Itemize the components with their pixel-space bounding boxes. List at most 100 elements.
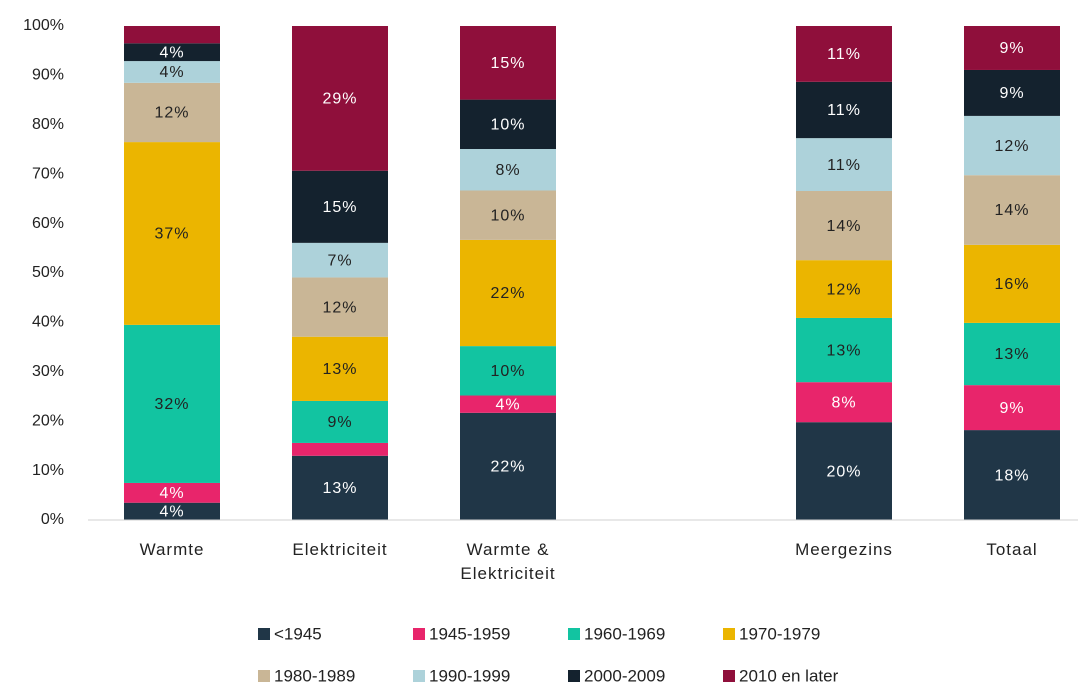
data-label: 13%	[322, 361, 357, 378]
bar-segment	[796, 422, 892, 520]
bar-segment	[124, 61, 220, 83]
legend-swatch	[723, 670, 735, 682]
legend-swatch	[723, 628, 735, 640]
data-label: 10%	[490, 117, 525, 134]
bar-segment	[124, 142, 220, 325]
bar-segment	[460, 99, 556, 150]
y-tick-label: 100%	[23, 17, 64, 34]
data-label: 14%	[994, 202, 1029, 219]
bar-segment	[796, 260, 892, 318]
legend-label: 1960-1969	[584, 624, 665, 643]
data-label: 10%	[490, 207, 525, 224]
bar-segment	[964, 322, 1060, 386]
bar-segment	[796, 138, 892, 191]
data-label: 22%	[490, 459, 525, 476]
data-label: 15%	[322, 199, 357, 216]
data-label: 8%	[495, 162, 520, 179]
data-label: 9%	[999, 85, 1024, 102]
x-tick-label: Warmte & Elektriciteit	[460, 540, 556, 583]
legend-label: 1945-1959	[429, 624, 510, 643]
legend-label: <1945	[274, 624, 322, 643]
bar-segment	[124, 26, 220, 44]
data-label: 4%	[495, 396, 520, 413]
x-tick-label: Totaal	[986, 540, 1038, 559]
bar-segment	[796, 317, 892, 383]
legend-swatch	[413, 628, 425, 640]
bar-segment	[796, 382, 892, 423]
legend-swatch	[568, 628, 580, 640]
bar-segment	[124, 82, 220, 143]
bar-segment	[292, 26, 388, 171]
y-tick-label: 0%	[41, 511, 64, 528]
legend-swatch	[413, 670, 425, 682]
data-label: 20%	[826, 463, 861, 480]
bar-segment	[292, 242, 388, 278]
bar-segment	[292, 170, 388, 243]
bar-segment	[460, 346, 556, 396]
bar-segment	[796, 26, 892, 82]
data-label: 12%	[826, 281, 861, 298]
y-tick-label: 40%	[32, 314, 64, 331]
data-label: 8%	[831, 394, 856, 411]
bar-segment	[124, 502, 220, 520]
data-label: 12%	[994, 138, 1029, 155]
bar-segment	[460, 190, 556, 240]
y-tick-label: 10%	[32, 462, 64, 479]
data-label: 32%	[154, 396, 189, 413]
data-label: 4%	[159, 44, 184, 61]
data-label: 11%	[827, 102, 861, 119]
data-label: 29%	[322, 91, 357, 108]
data-label: 13%	[322, 480, 357, 497]
y-tick-label: 60%	[32, 215, 64, 232]
bar-segment	[964, 26, 1060, 70]
bar-segment	[124, 482, 220, 503]
legend-label: 2000-2009	[584, 666, 665, 685]
data-label: 11%	[827, 157, 861, 174]
data-label: 22%	[490, 285, 525, 302]
bar-segment	[292, 277, 388, 337]
data-label: 16%	[994, 276, 1029, 293]
y-tick-label: 30%	[32, 363, 64, 380]
data-label: 4%	[159, 64, 184, 81]
data-label: 10%	[490, 363, 525, 380]
data-label: 14%	[826, 218, 861, 235]
legend-label: 1980-1989	[274, 666, 355, 685]
bar-segment	[796, 190, 892, 261]
bar-segment	[292, 442, 388, 456]
bar-segment	[460, 412, 556, 520]
y-tick-label: 90%	[32, 67, 64, 84]
legend-label: 1970-1979	[739, 624, 820, 643]
x-tick-label: Warmte	[139, 540, 205, 559]
x-tick-label: Elektriciteit	[292, 540, 388, 559]
legend-swatch	[258, 628, 270, 640]
bar-segment	[964, 175, 1060, 245]
bar-segment	[964, 115, 1060, 176]
bar-segment	[292, 400, 388, 443]
y-tick-label: 70%	[32, 165, 64, 182]
data-label: 4%	[159, 485, 184, 502]
legend-swatch	[258, 670, 270, 682]
bar-segment	[460, 149, 556, 191]
data-label: 7%	[327, 252, 352, 269]
data-label: 11%	[827, 46, 861, 63]
bar-segment	[460, 239, 556, 347]
data-label: 12%	[322, 299, 357, 316]
bar-segment	[124, 43, 220, 62]
legend-swatch	[568, 670, 580, 682]
x-tick-label: Meergezins	[795, 540, 893, 559]
y-tick-label: 20%	[32, 412, 64, 429]
data-label: 4%	[159, 504, 184, 521]
data-label: 37%	[154, 226, 189, 243]
data-label: 13%	[994, 346, 1029, 363]
legend-label: 2010 en later	[739, 666, 839, 685]
data-label: 18%	[994, 467, 1029, 484]
data-label: 13%	[826, 342, 861, 359]
bar-segment	[964, 244, 1060, 323]
bar-segment	[964, 69, 1060, 116]
data-label: 15%	[490, 55, 525, 72]
y-tick-label: 80%	[32, 116, 64, 133]
bar-segment	[124, 324, 220, 483]
data-label: 9%	[999, 40, 1024, 57]
